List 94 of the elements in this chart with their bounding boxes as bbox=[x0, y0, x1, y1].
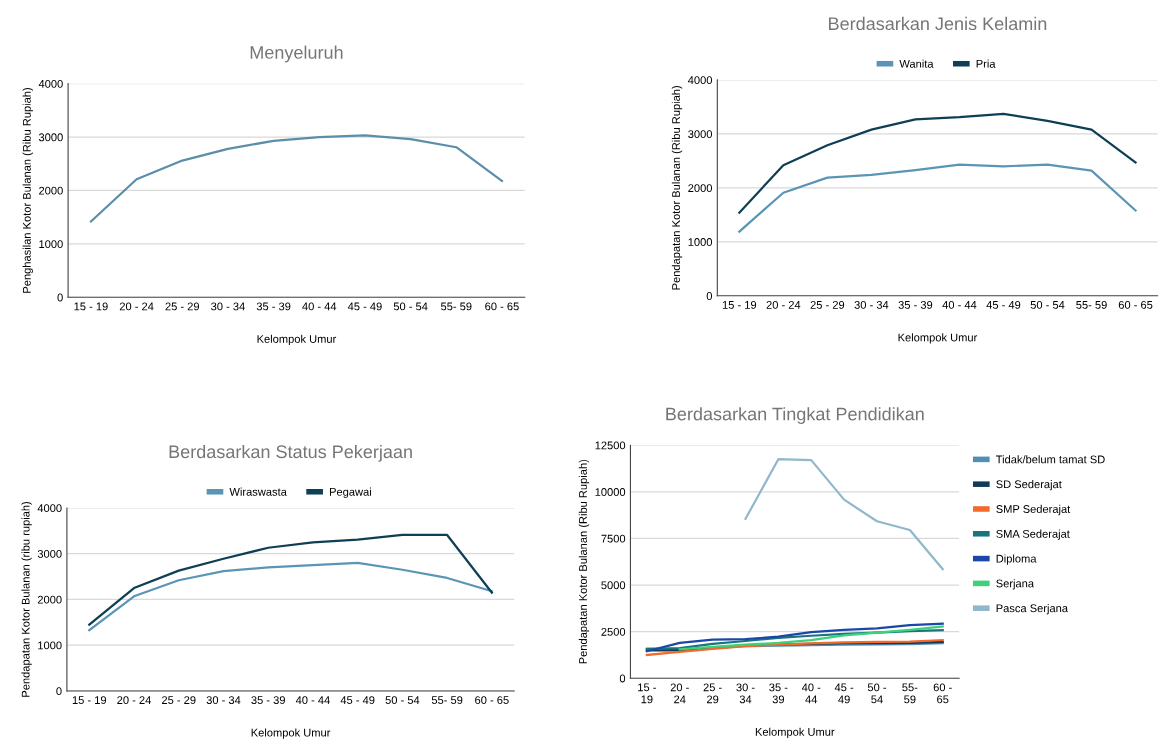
legend-label: Pegawai bbox=[329, 487, 371, 498]
legend-label: Pria bbox=[976, 59, 996, 68]
x-tick-label: 55- 59 bbox=[431, 696, 463, 704]
x-tick-label: 40 - 44 bbox=[295, 696, 330, 704]
line-series bbox=[738, 163, 1137, 233]
y-tick-label: 0 bbox=[706, 292, 713, 300]
legend-label: SMP Sederajat bbox=[996, 504, 1071, 516]
line-series bbox=[645, 638, 944, 657]
y-tick-label: 3000 bbox=[688, 130, 713, 139]
y-tick-label: 3000 bbox=[38, 133, 63, 142]
x-tick-label: 45 - 49 bbox=[834, 683, 854, 704]
x-tick-label: 40 - 44 bbox=[801, 683, 821, 704]
x-tick-label: 50 - 54 bbox=[867, 683, 887, 704]
line-series bbox=[744, 458, 944, 571]
y-tick-label: 4000 bbox=[38, 79, 63, 88]
y-tick-label: 4000 bbox=[687, 76, 713, 85]
line-series bbox=[89, 134, 504, 223]
x-tick-label: 30 - 34 bbox=[206, 696, 241, 704]
legend-label: Pasca Serjana bbox=[996, 604, 1068, 615]
chart-title: Menyeluruh bbox=[250, 45, 343, 63]
x-axis-title: Kelompok Umur bbox=[251, 728, 331, 739]
y-tick-label: 2000 bbox=[37, 595, 62, 604]
x-tick-label: 20 - 24 bbox=[117, 696, 151, 704]
line-series bbox=[645, 622, 944, 653]
legend-label: Wiraswasta bbox=[229, 487, 287, 496]
x-tick-label: 45 - 49 bbox=[340, 696, 375, 704]
x-tick-label: 25 - 29 bbox=[165, 302, 200, 311]
y-axis-title: Pendapatan Kotor Bulanan (Ribu Rupiah) bbox=[578, 459, 590, 664]
y-tick-label: 5000 bbox=[601, 581, 626, 590]
x-tick-label: 20 - 24 bbox=[670, 683, 689, 704]
y-tick-label: 12500 bbox=[595, 441, 626, 450]
x-tick-label: 25 - 29 bbox=[810, 300, 845, 309]
chart-title: Berdasarkan Status Pekerjaan bbox=[169, 444, 412, 462]
line-series bbox=[678, 625, 944, 651]
x-tick-label: 35 - 39 bbox=[256, 302, 291, 311]
x-tick-label: 15 - 19 bbox=[74, 302, 108, 311]
y-tick-label: 10000 bbox=[595, 488, 626, 496]
x-tick-label: 55- 59 bbox=[440, 302, 472, 311]
x-tick-label: 35 - 39 bbox=[898, 300, 933, 309]
x-tick-label: 40 - 44 bbox=[942, 300, 977, 309]
x-tick-label: 15 - 19 bbox=[722, 300, 757, 309]
x-axis-title: Kelompok Umur bbox=[257, 334, 337, 346]
x-tick-label: 30 - 34 bbox=[736, 683, 755, 704]
legend-label: Serjana bbox=[996, 579, 1035, 590]
x-tick-label: 55- 59 bbox=[902, 683, 918, 704]
x-tick-label: 60 - 65 bbox=[475, 696, 509, 704]
legend-label: SD Sederajat bbox=[996, 480, 1062, 491]
y-tick-label: 2000 bbox=[39, 186, 63, 195]
y-tick-label: 2000 bbox=[688, 184, 713, 193]
x-tick-label: 55- 59 bbox=[1076, 300, 1107, 309]
legend-label: Wanita bbox=[899, 59, 934, 68]
y-axis-title: Pendapatan Kotor Bulanan (ribu rupiah) bbox=[21, 501, 32, 697]
chart-title: Berdasarkan Jenis Kelamin bbox=[829, 16, 1047, 31]
x-tick-label: 20 - 24 bbox=[766, 300, 801, 309]
x-tick-label: 50 - 54 bbox=[1030, 300, 1065, 309]
x-tick-label: 30 - 34 bbox=[211, 302, 245, 311]
line-series bbox=[88, 533, 493, 626]
x-tick-label: 40 - 44 bbox=[302, 302, 337, 311]
x-tick-label: 60 - 65 bbox=[1118, 300, 1153, 309]
y-tick-label: 1000 bbox=[688, 238, 713, 246]
chart-title: Berdasarkan Tingkat Pendidikan bbox=[666, 407, 924, 424]
legend-label: Tidak/belum tamat SD bbox=[995, 455, 1105, 464]
x-tick-label: 15 - 19 bbox=[72, 696, 107, 704]
x-tick-label: 60 - 65 bbox=[485, 302, 519, 311]
x-tick-label: 25 - 29 bbox=[162, 696, 196, 704]
x-tick-label: 60 - 65 bbox=[933, 683, 952, 704]
line-series bbox=[738, 112, 1137, 214]
x-tick-label: 35 - 39 bbox=[769, 683, 788, 704]
y-tick-label: 7500 bbox=[601, 534, 626, 543]
legend-label: Diploma bbox=[996, 554, 1037, 565]
y-axis-title: Pendapatan Kotor Bulanan (Ribu Rupiah) bbox=[671, 86, 683, 290]
y-tick-label: 2500 bbox=[601, 627, 626, 636]
y-tick-label: 4000 bbox=[37, 504, 62, 513]
y-tick-label: 1000 bbox=[39, 240, 63, 249]
x-tick-label: 35 - 39 bbox=[251, 696, 285, 704]
x-tick-label: 50 - 54 bbox=[393, 302, 428, 311]
x-axis-title: Kelompok Umur bbox=[898, 333, 978, 344]
line-series bbox=[645, 629, 944, 650]
x-axis-title: Kelompok Umur bbox=[755, 727, 835, 739]
y-axis-title: Penghasilan Kotor Bulanan (Ribu Rupiah) bbox=[22, 88, 33, 293]
y-tick-label: 0 bbox=[619, 674, 626, 683]
y-tick-label: 0 bbox=[57, 293, 63, 302]
y-tick-label: 3000 bbox=[37, 549, 62, 558]
x-tick-label: 45 - 49 bbox=[986, 300, 1021, 309]
y-tick-label: 0 bbox=[56, 687, 62, 696]
x-tick-label: 30 - 34 bbox=[854, 300, 889, 309]
x-tick-label: 50 - 54 bbox=[385, 696, 420, 704]
legend-label: SMA Sederajat bbox=[996, 529, 1070, 540]
x-tick-label: 25 - 29 bbox=[703, 683, 722, 704]
y-tick-label: 1000 bbox=[38, 641, 62, 650]
line-series bbox=[88, 561, 493, 632]
x-tick-label: 20 - 24 bbox=[119, 302, 154, 311]
x-tick-label: 15 - 19 bbox=[638, 683, 656, 704]
x-tick-label: 45 - 49 bbox=[347, 302, 382, 311]
